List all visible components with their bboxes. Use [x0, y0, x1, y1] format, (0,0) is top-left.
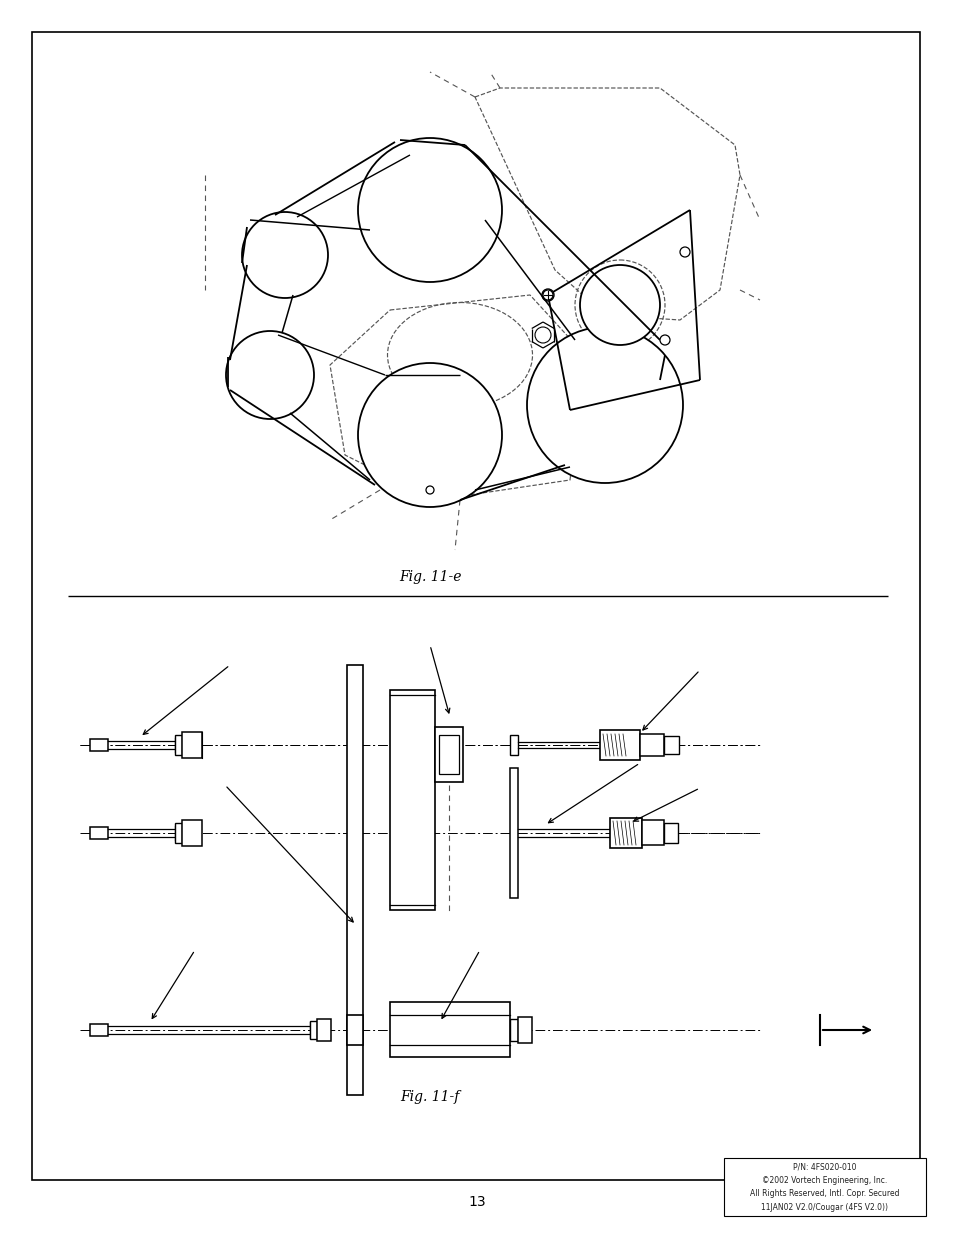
Circle shape — [542, 290, 553, 300]
Bar — [182, 732, 202, 758]
Bar — [347, 664, 363, 1095]
Circle shape — [659, 335, 669, 345]
Text: Fig. 11-e: Fig. 11-e — [398, 571, 460, 584]
Circle shape — [426, 487, 434, 494]
Circle shape — [541, 289, 554, 301]
Bar — [641, 820, 663, 846]
Text: 13: 13 — [468, 1195, 485, 1209]
Bar — [609, 818, 641, 848]
Circle shape — [526, 327, 682, 483]
Bar — [90, 1024, 108, 1036]
Text: Fig. 11-f: Fig. 11-f — [400, 1091, 459, 1104]
Circle shape — [535, 327, 551, 343]
Bar — [510, 735, 517, 755]
Text: P/N: 4FS020-010
©2002 Vortech Engineering, Inc.
All Rights Reserved, Intl. Copr.: P/N: 4FS020-010 ©2002 Vortech Engineerin… — [749, 1163, 899, 1212]
Bar — [663, 736, 679, 755]
Circle shape — [357, 363, 501, 508]
Bar — [639, 734, 663, 756]
Bar — [438, 736, 458, 774]
Circle shape — [679, 247, 689, 257]
Bar — [182, 820, 202, 846]
Bar — [510, 1019, 517, 1041]
Bar — [90, 827, 108, 839]
Bar — [90, 739, 108, 751]
Bar — [510, 768, 517, 898]
Circle shape — [579, 266, 659, 345]
Bar — [174, 735, 182, 755]
Bar — [390, 690, 435, 910]
Bar — [347, 1015, 363, 1045]
Bar — [316, 1019, 331, 1041]
Bar — [310, 1021, 316, 1039]
Bar — [174, 823, 182, 844]
Circle shape — [242, 212, 328, 298]
Bar — [599, 730, 639, 760]
Bar — [663, 823, 678, 844]
Bar — [390, 1003, 510, 1057]
Circle shape — [357, 138, 501, 282]
Circle shape — [226, 331, 314, 419]
Bar — [517, 1016, 532, 1044]
Bar — [435, 727, 462, 783]
Bar — [723, 1158, 925, 1216]
